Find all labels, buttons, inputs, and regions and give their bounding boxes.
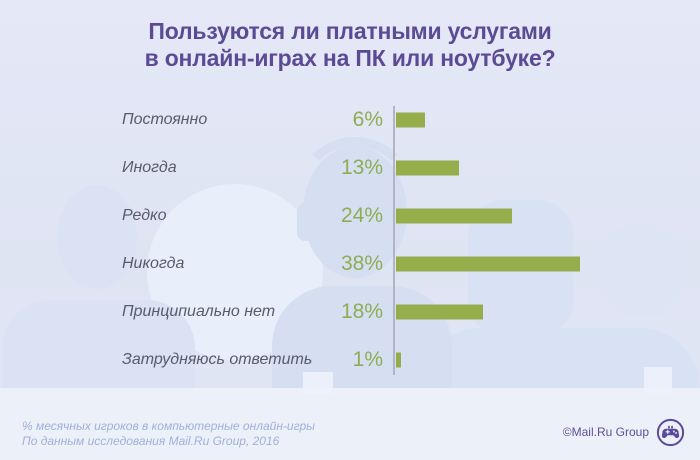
bar xyxy=(396,304,483,320)
background-silhouette-far-right-head xyxy=(598,222,686,318)
gamepad-icon xyxy=(656,418,685,447)
value-label: 18% xyxy=(340,300,383,323)
headphones-earcup-shape xyxy=(297,203,313,241)
headphones-band-shape xyxy=(295,137,415,257)
bar-row: Никогда 38% xyxy=(0,240,700,288)
category-label: Принципиально нет xyxy=(122,303,276,320)
bar-row: Постоянно 6% xyxy=(0,96,700,144)
category-label: Иногда xyxy=(122,159,177,176)
background-silhouette-left-body xyxy=(2,300,195,388)
bar xyxy=(396,112,425,128)
bar xyxy=(396,208,512,224)
value-label: 6% xyxy=(352,108,383,131)
value-label: 1% xyxy=(352,348,383,371)
chart-title-line2: в онлайн-играх на ПК или ноутбуке? xyxy=(144,45,556,71)
bar-row: Принципиально нет 18% xyxy=(0,288,700,336)
value-label: 38% xyxy=(340,252,383,275)
bar-row: Затрудняюсь ответить 1% xyxy=(0,336,700,384)
background-silhouette-left-head xyxy=(57,185,137,289)
bar xyxy=(396,160,459,176)
bar xyxy=(396,352,401,368)
background-silhouette-center-body xyxy=(272,286,452,388)
category-label: Редко xyxy=(122,207,167,224)
category-label: Никогда xyxy=(122,255,185,272)
credit: ©Mail.Ru Group xyxy=(563,417,685,447)
value-label: 13% xyxy=(340,156,383,179)
value-label: 24% xyxy=(340,204,383,227)
category-label: Постоянно xyxy=(122,111,208,128)
chart-title: Пользуются ли платными услугами в онлайн… xyxy=(0,18,700,72)
bar-row: Редко 24% xyxy=(0,192,700,240)
bar xyxy=(396,256,580,272)
category-label: Затрудняюсь ответить xyxy=(122,351,313,368)
background-bottom-strip xyxy=(0,388,700,460)
bar-rows: Постоянно 6% Иногда 13% Редко 24% Никогда 38% Пр… xyxy=(0,96,700,384)
credit-text: ©Mail.Ru Group xyxy=(562,425,649,439)
footnote-line2: По данным исследования Mail.Ru Group, 20… xyxy=(22,433,280,448)
footnote-line1: % месячных игроков в компьютерные онлайн… xyxy=(22,419,316,433)
footnote: % месячных игроков в компьютерные онлайн… xyxy=(22,419,315,448)
chart-title-line1: Пользуются ли платными услугами xyxy=(148,18,552,44)
axis-line xyxy=(393,106,395,375)
bar-row: Иногда 13% xyxy=(0,144,700,192)
